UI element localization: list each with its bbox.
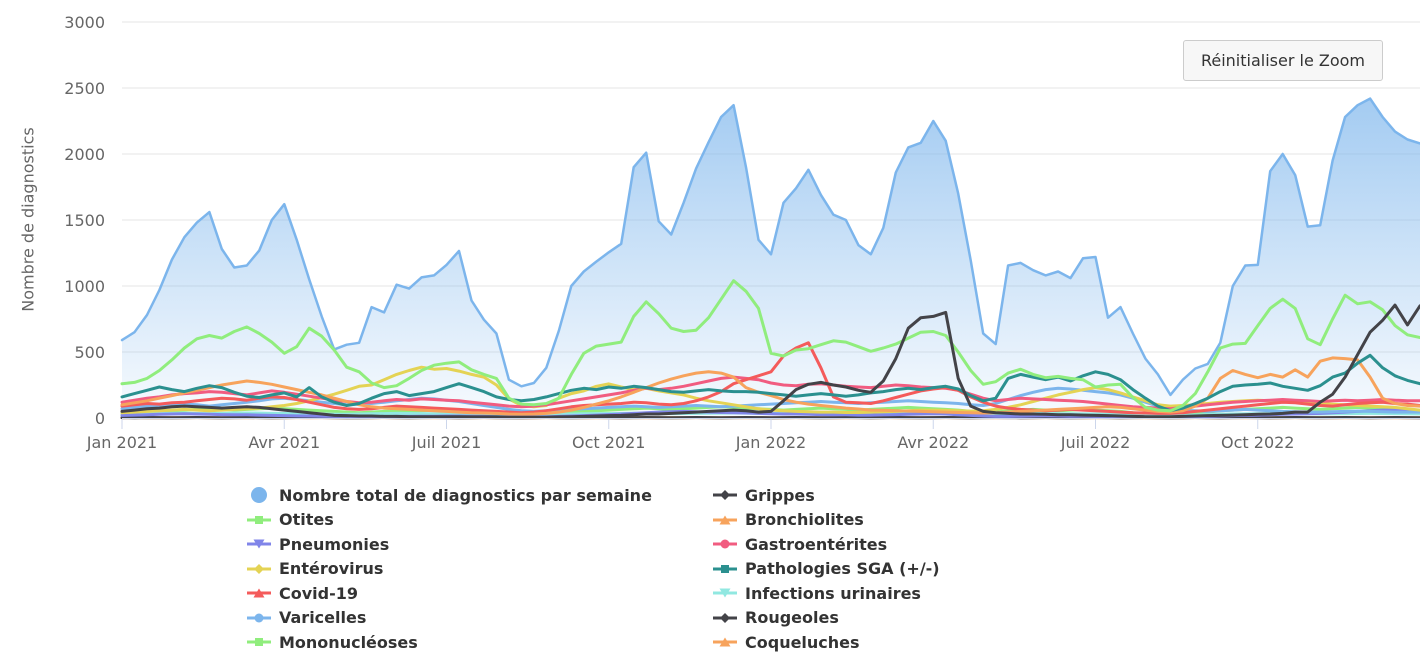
legend-label: Mononucléoses: [279, 632, 418, 652]
legend-item-enterovirus[interactable]: Entérovirus: [246, 557, 712, 582]
svg-text:Jan 2022: Jan 2022: [735, 433, 806, 452]
legend-item-rougeoles[interactable]: Rougeoles: [712, 606, 940, 631]
series-total-area: [120, 97, 1420, 418]
legend-item-grippes[interactable]: Grippes: [712, 483, 940, 508]
legend-label: Nombre total de diagnostics par semaine: [279, 485, 652, 505]
svg-text:2500: 2500: [64, 79, 105, 98]
legend-item-total[interactable]: Nombre total de diagnostics par semaine: [246, 483, 712, 508]
chart-plot-area[interactable]: 0 500 1000 1500 2000 2500 3000 Jan 2021 Avr 2021…: [0, 0, 1420, 458]
legend-item-pneumonies[interactable]: Pneumonies: [246, 532, 712, 557]
legend-item-otites[interactable]: Otites: [246, 508, 712, 533]
series-sga-line: [120, 353, 1420, 413]
triangle-marker-icon: [713, 637, 737, 647]
series-otites-line: [120, 279, 1420, 413]
legend-item-covid19[interactable]: Covid-19: [246, 581, 712, 606]
legend-item-bronchiolites[interactable]: Bronchiolites: [712, 508, 940, 533]
svg-text:3000: 3000: [64, 13, 105, 32]
svg-text:Avr 2022: Avr 2022: [897, 433, 969, 452]
diamond-marker-icon: [247, 563, 271, 574]
reset-zoom-button[interactable]: Réinitialiser le Zoom: [1182, 40, 1383, 81]
triangle-marker-icon: [247, 588, 271, 598]
legend-label: Bronchiolites: [745, 510, 864, 530]
legend-item-sga[interactable]: Pathologies SGA (+/-): [712, 557, 940, 582]
square-marker-icon: [247, 638, 271, 647]
legend-item-coqueluches[interactable]: Coqueluches: [712, 630, 940, 655]
circle-marker-icon: [247, 613, 271, 623]
square-marker-icon: [713, 564, 737, 573]
svg-text:Oct 2021: Oct 2021: [572, 433, 645, 452]
legend-label: Otites: [279, 510, 334, 530]
diamond-marker-icon: [713, 490, 737, 501]
legend-label: Grippes: [745, 485, 815, 505]
legend-item-infections_urinaires[interactable]: Infections urinaires: [712, 581, 940, 606]
series-covid19-line: [120, 341, 1420, 415]
triangle-down-marker-icon: [247, 539, 271, 549]
svg-text:Oct 2022: Oct 2022: [1221, 433, 1294, 452]
diamond-marker-icon: [713, 612, 737, 623]
legend-label: Covid-19: [279, 583, 359, 603]
svg-text:1000: 1000: [64, 277, 105, 296]
legend-label: Gastroentérites: [745, 534, 888, 554]
legend-label: Varicelles: [279, 608, 367, 628]
svg-text:500: 500: [74, 343, 105, 362]
svg-text:Avr 2021: Avr 2021: [248, 433, 320, 452]
circle-marker-icon: [251, 487, 267, 504]
svg-text:2000: 2000: [64, 145, 105, 164]
series-grippes-line: [120, 303, 1420, 419]
legend-item-gastroenterites[interactable]: Gastroentérites: [712, 532, 940, 557]
legend-label: Pathologies SGA (+/-): [745, 559, 940, 579]
legend-label: Entérovirus: [279, 559, 384, 579]
legend-column-2: Grippes Bronchiolites Gastroentérites Patho…: [712, 483, 940, 655]
triangle-down-marker-icon: [713, 588, 737, 598]
legend-item-mononucleoses[interactable]: Mononucléoses: [246, 630, 712, 655]
square-marker-icon: [247, 515, 271, 524]
x-axis: Jan 2021 Avr 2021 Juil 2021 Oct 2021 Jan 202…: [86, 418, 1420, 452]
svg-text:Jan 2021: Jan 2021: [86, 433, 157, 452]
svg-text:Juil 2021: Juil 2021: [411, 433, 482, 452]
legend-label: Coqueluches: [745, 632, 860, 652]
legend-label: Rougeoles: [745, 608, 839, 628]
circle-marker-icon: [713, 539, 737, 549]
legend-label: Infections urinaires: [745, 583, 921, 603]
chart-legend: Nombre total de diagnostics par semaine O…: [246, 483, 1420, 655]
legend-label: Pneumonies: [279, 534, 390, 554]
svg-text:Juil 2022: Juil 2022: [1060, 433, 1131, 452]
legend-column-1: Nombre total de diagnostics par semaine O…: [246, 483, 712, 655]
triangle-marker-icon: [713, 515, 737, 525]
legend-item-varicelles[interactable]: Varicelles: [246, 606, 712, 631]
svg-text:0: 0: [95, 409, 105, 428]
svg-text:1500: 1500: [64, 211, 105, 230]
